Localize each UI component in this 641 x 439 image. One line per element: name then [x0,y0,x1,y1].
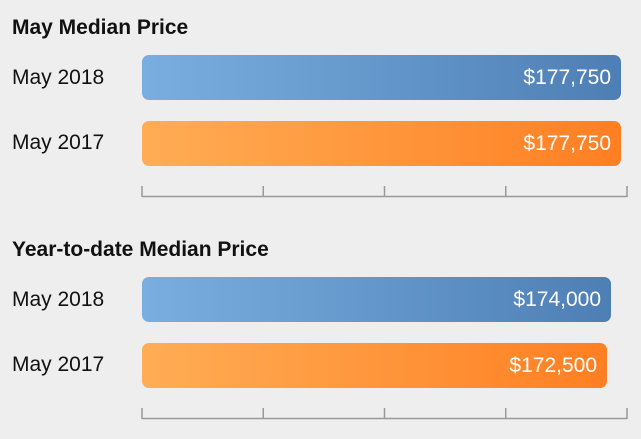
category-label: May 2018 [12,66,105,89]
bar: $177,750 [142,121,621,166]
x-axis [0,184,641,204]
chart-title: Year-to-date Median Price [12,238,269,261]
category-label: May 2017 [12,131,105,154]
bar: $177,750 [142,55,621,100]
axis-svg [141,408,628,420]
category-label: May 2017 [12,353,105,376]
bar: $174,000 [142,277,611,322]
bar-value-label: $177,750 [523,66,611,89]
x-axis [0,406,641,426]
bar-value-label: $174,000 [513,288,601,311]
category-label: May 2018 [12,288,105,311]
bar-value-label: $172,500 [509,354,597,377]
chart-title: May Median Price [12,16,189,39]
bar-value-label: $177,750 [523,132,611,155]
bar: $172,500 [142,343,607,388]
axis-svg [141,186,628,198]
